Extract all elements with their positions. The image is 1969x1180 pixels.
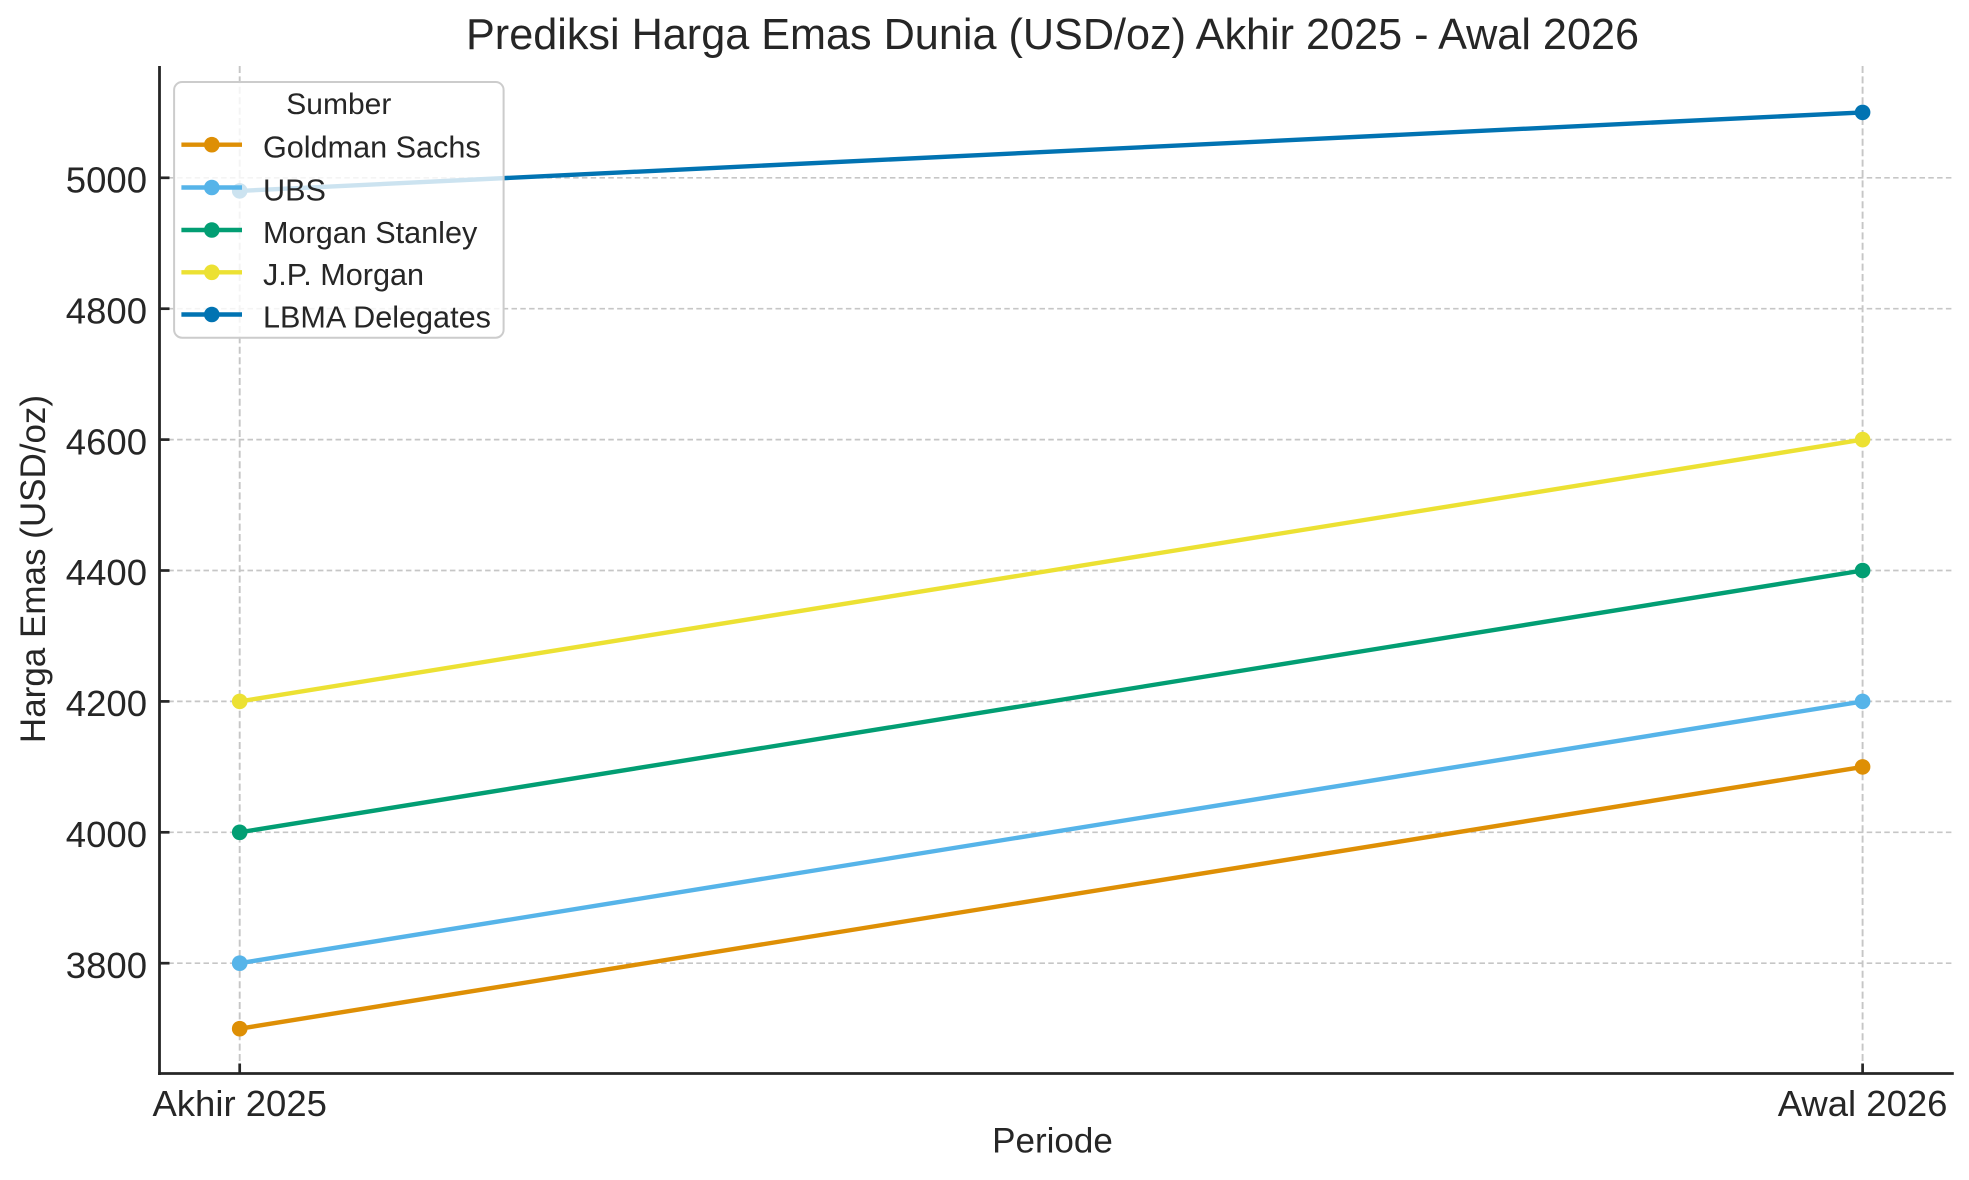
svg-text:4600: 4600 <box>66 421 147 462</box>
svg-text:3800: 3800 <box>66 945 147 986</box>
svg-text:LBMA Delegates: LBMA Delegates <box>263 300 491 334</box>
svg-text:Harga Emas (USD/oz): Harga Emas (USD/oz) <box>14 395 53 743</box>
svg-text:5000: 5000 <box>66 160 147 201</box>
svg-text:4200: 4200 <box>66 683 147 724</box>
svg-text:Periode: Periode <box>992 1122 1113 1161</box>
svg-text:Goldman Sachs: Goldman Sachs <box>263 131 481 165</box>
svg-text:4400: 4400 <box>66 552 147 593</box>
svg-text:Sumber: Sumber <box>286 88 391 121</box>
svg-text:Morgan Stanley: Morgan Stanley <box>263 216 478 250</box>
svg-text:Prediksi Harga Emas Dunia (USD: Prediksi Harga Emas Dunia (USD/oz) Akhir… <box>466 11 1639 59</box>
svg-text:Awal 2026: Awal 2026 <box>1778 1083 1948 1124</box>
svg-text:J.P. Morgan: J.P. Morgan <box>263 258 424 292</box>
svg-text:Akhir 2025: Akhir 2025 <box>152 1083 327 1124</box>
svg-text:4800: 4800 <box>66 290 147 331</box>
svg-text:4000: 4000 <box>66 814 147 855</box>
svg-text:UBS: UBS <box>263 173 326 207</box>
